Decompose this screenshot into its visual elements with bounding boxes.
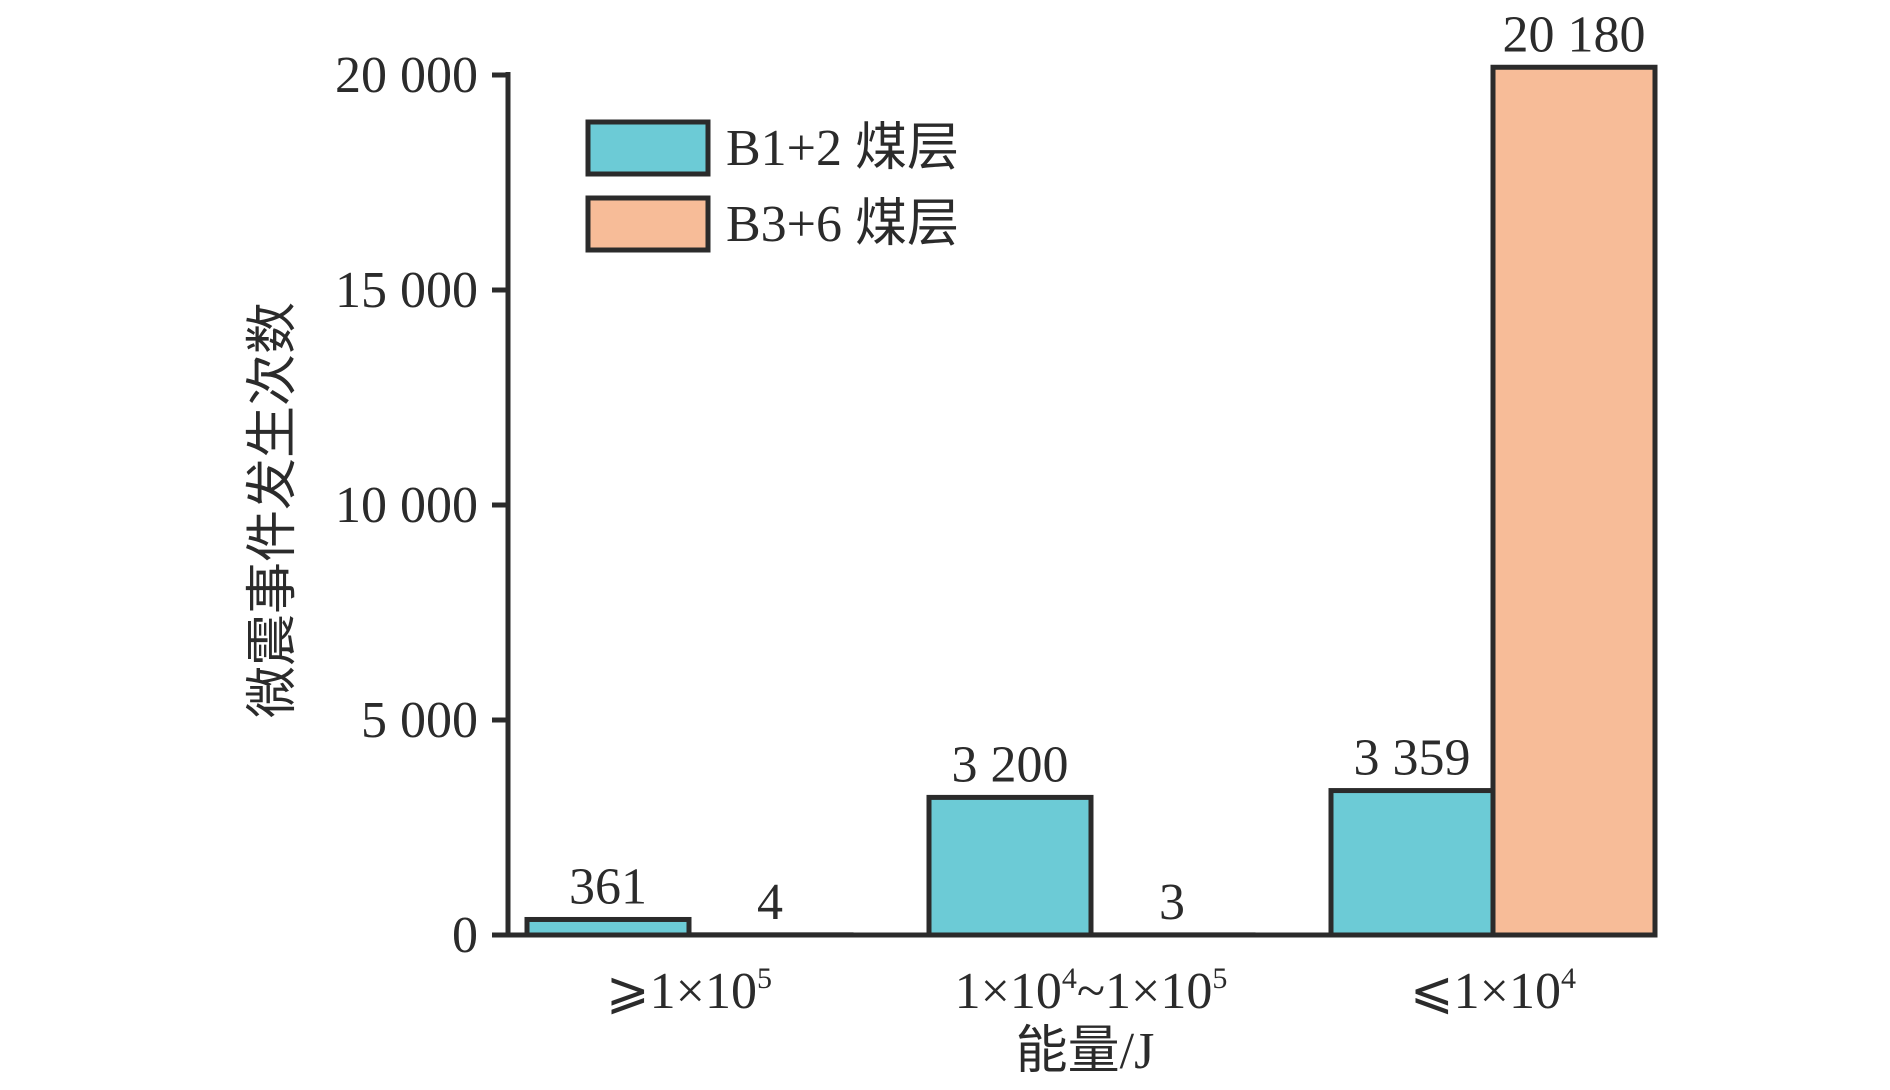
data-label: 361	[569, 858, 647, 915]
data-label: 3	[1159, 874, 1185, 931]
y-tick-label: 10 000	[335, 477, 478, 534]
y-tick-label: 15 000	[335, 262, 478, 319]
x-tick-label: ⩾1×105	[606, 962, 772, 1020]
legend-swatch-b3-6	[588, 198, 708, 250]
legend-swatch-b1-2	[588, 122, 708, 174]
bar-b1-2-2	[1331, 791, 1493, 935]
x-axis-title: 能量/J	[1016, 1023, 1155, 1080]
x-tick-label: 1×104~1×105	[955, 962, 1228, 1020]
legend-label: B3+6 煤层	[726, 196, 959, 253]
y-tick-label: 5 000	[361, 692, 478, 749]
data-label: 20 180	[1503, 6, 1646, 63]
data-label: 4	[757, 874, 783, 931]
legend-label: B1+2 煤层	[726, 120, 959, 177]
legend: B1+2 煤层 B3+6 煤层	[588, 120, 959, 253]
y-tick-label: 20 000	[335, 47, 478, 104]
bar-b3-6-2	[1493, 67, 1655, 935]
bar-b1-2-1	[929, 797, 1091, 935]
y-tick-label: 0	[452, 907, 478, 964]
x-tick-label: ⩽1×104	[1410, 962, 1576, 1020]
data-label: 3 359	[1354, 730, 1471, 787]
data-label: 3 200	[952, 736, 1069, 793]
y-axis-title: 微震事件发生次数	[245, 302, 302, 718]
